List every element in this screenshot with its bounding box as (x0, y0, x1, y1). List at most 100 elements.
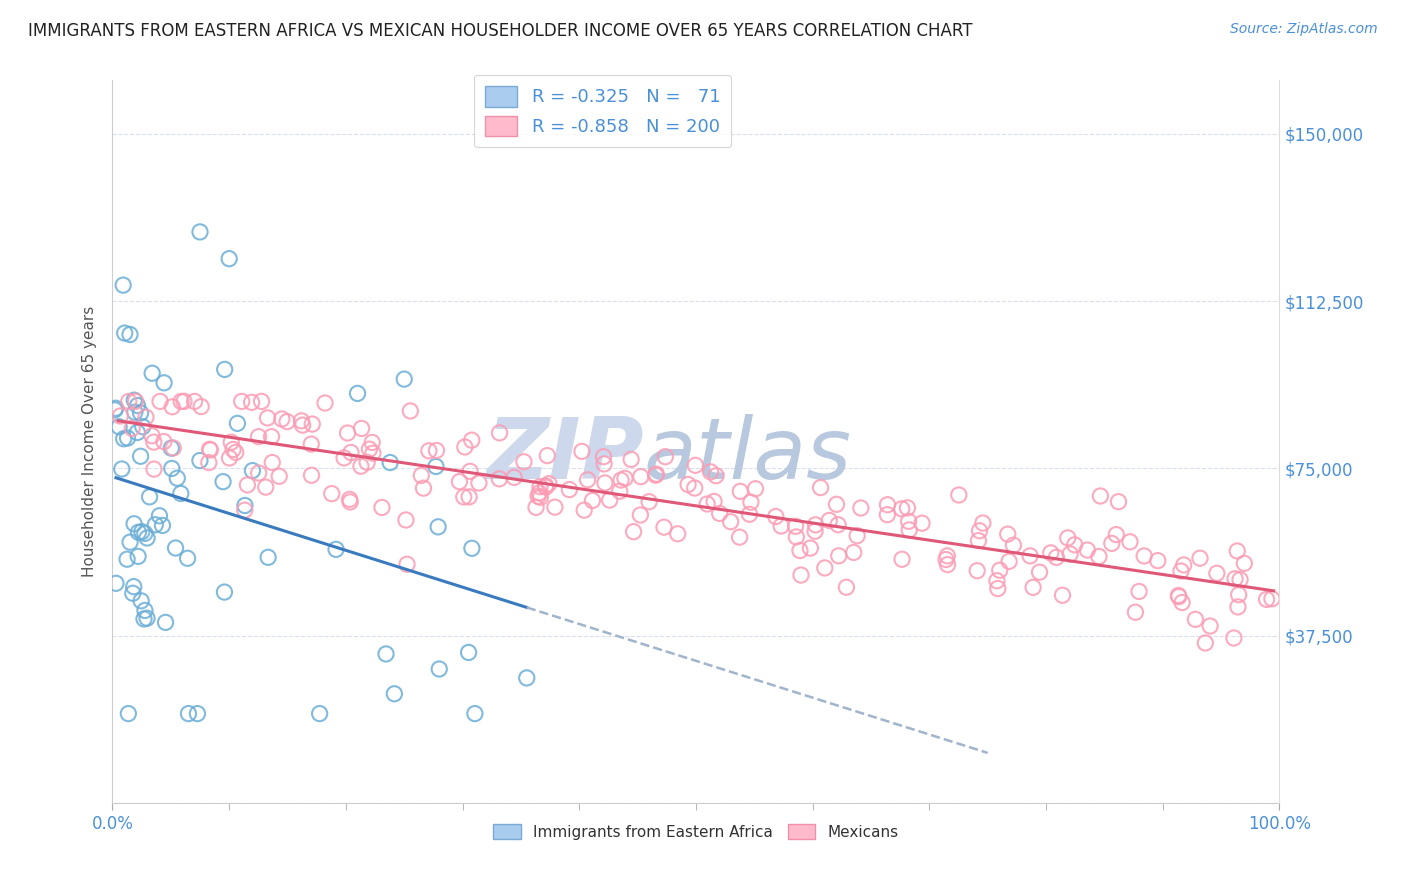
Point (652, 520, 675, 534)
Y-axis label: Householder Income Over 65 years: Householder Income Over 65 years (82, 306, 97, 577)
Point (454, 440, 477, 454)
Point (581, 493, 603, 508)
Point (411, 468, 433, 483)
Point (936, 549, 959, 563)
Point (399, 404, 422, 418)
Point (544, 500, 567, 515)
Point (218, 252, 240, 266)
Point (141, 366, 163, 380)
Point (987, 582, 1010, 596)
Point (361, 446, 384, 460)
Point (269, 469, 291, 483)
Point (896, 500, 918, 515)
Point (219, 435, 242, 450)
Point (461, 541, 484, 556)
Point (350, 459, 373, 474)
Point (136, 531, 159, 545)
Point (709, 507, 731, 521)
Point (325, 542, 347, 557)
Point (162, 400, 184, 414)
Point (371, 500, 394, 515)
Point (740, 495, 762, 509)
Point (683, 481, 706, 495)
Point (911, 516, 934, 531)
Point (1194, 636, 1216, 650)
Point (967, 533, 990, 548)
Point (124, 405, 146, 419)
Point (770, 519, 793, 533)
Point (488, 472, 510, 486)
Point (118, 327, 141, 342)
Point (117, 706, 139, 721)
Point (350, 421, 373, 435)
Point (997, 527, 1019, 541)
Point (537, 476, 560, 491)
Point (120, 535, 142, 549)
Point (534, 480, 557, 494)
Point (936, 558, 959, 572)
Point (121, 586, 143, 600)
Point (382, 687, 405, 701)
Point (676, 477, 699, 491)
Point (160, 461, 183, 475)
Point (129, 450, 152, 464)
Point (804, 524, 827, 539)
Point (503, 470, 526, 484)
Point (744, 482, 766, 496)
Text: atlas: atlas (644, 415, 852, 498)
Point (1125, 605, 1147, 619)
Point (891, 552, 914, 566)
Point (132, 612, 155, 626)
Point (897, 514, 920, 528)
Point (394, 372, 416, 386)
Point (236, 478, 259, 492)
Point (361, 435, 384, 450)
Point (231, 394, 253, 409)
Point (1101, 536, 1123, 550)
Point (262, 456, 284, 470)
Point (1119, 534, 1142, 549)
Point (242, 464, 264, 478)
Point (155, 615, 177, 630)
Point (131, 524, 153, 539)
Point (1088, 549, 1111, 564)
Point (516, 671, 538, 685)
Point (176, 551, 198, 566)
Point (141, 429, 163, 443)
Point (1022, 580, 1045, 594)
Point (162, 441, 184, 455)
Point (654, 450, 676, 464)
Point (136, 611, 159, 625)
Point (988, 563, 1011, 577)
Point (828, 549, 851, 563)
Point (534, 479, 557, 493)
Point (375, 647, 398, 661)
Point (529, 486, 551, 500)
Point (696, 497, 718, 511)
Point (458, 490, 481, 504)
Point (1184, 612, 1206, 626)
Point (948, 488, 970, 502)
Point (395, 558, 418, 572)
Point (846, 529, 869, 543)
Point (240, 395, 263, 409)
Point (427, 662, 450, 676)
Point (104, 402, 127, 417)
Point (418, 443, 440, 458)
Point (299, 437, 322, 451)
Point (1223, 572, 1246, 586)
Point (127, 425, 149, 440)
Point (321, 486, 343, 500)
Point (728, 530, 751, 544)
Point (620, 452, 643, 467)
Point (127, 525, 149, 540)
Point (935, 552, 957, 566)
Point (703, 494, 725, 508)
Point (138, 490, 160, 504)
Point (644, 468, 666, 483)
Point (785, 530, 807, 544)
Point (825, 497, 848, 511)
Point (160, 441, 183, 455)
Point (529, 480, 551, 494)
Point (177, 706, 200, 721)
